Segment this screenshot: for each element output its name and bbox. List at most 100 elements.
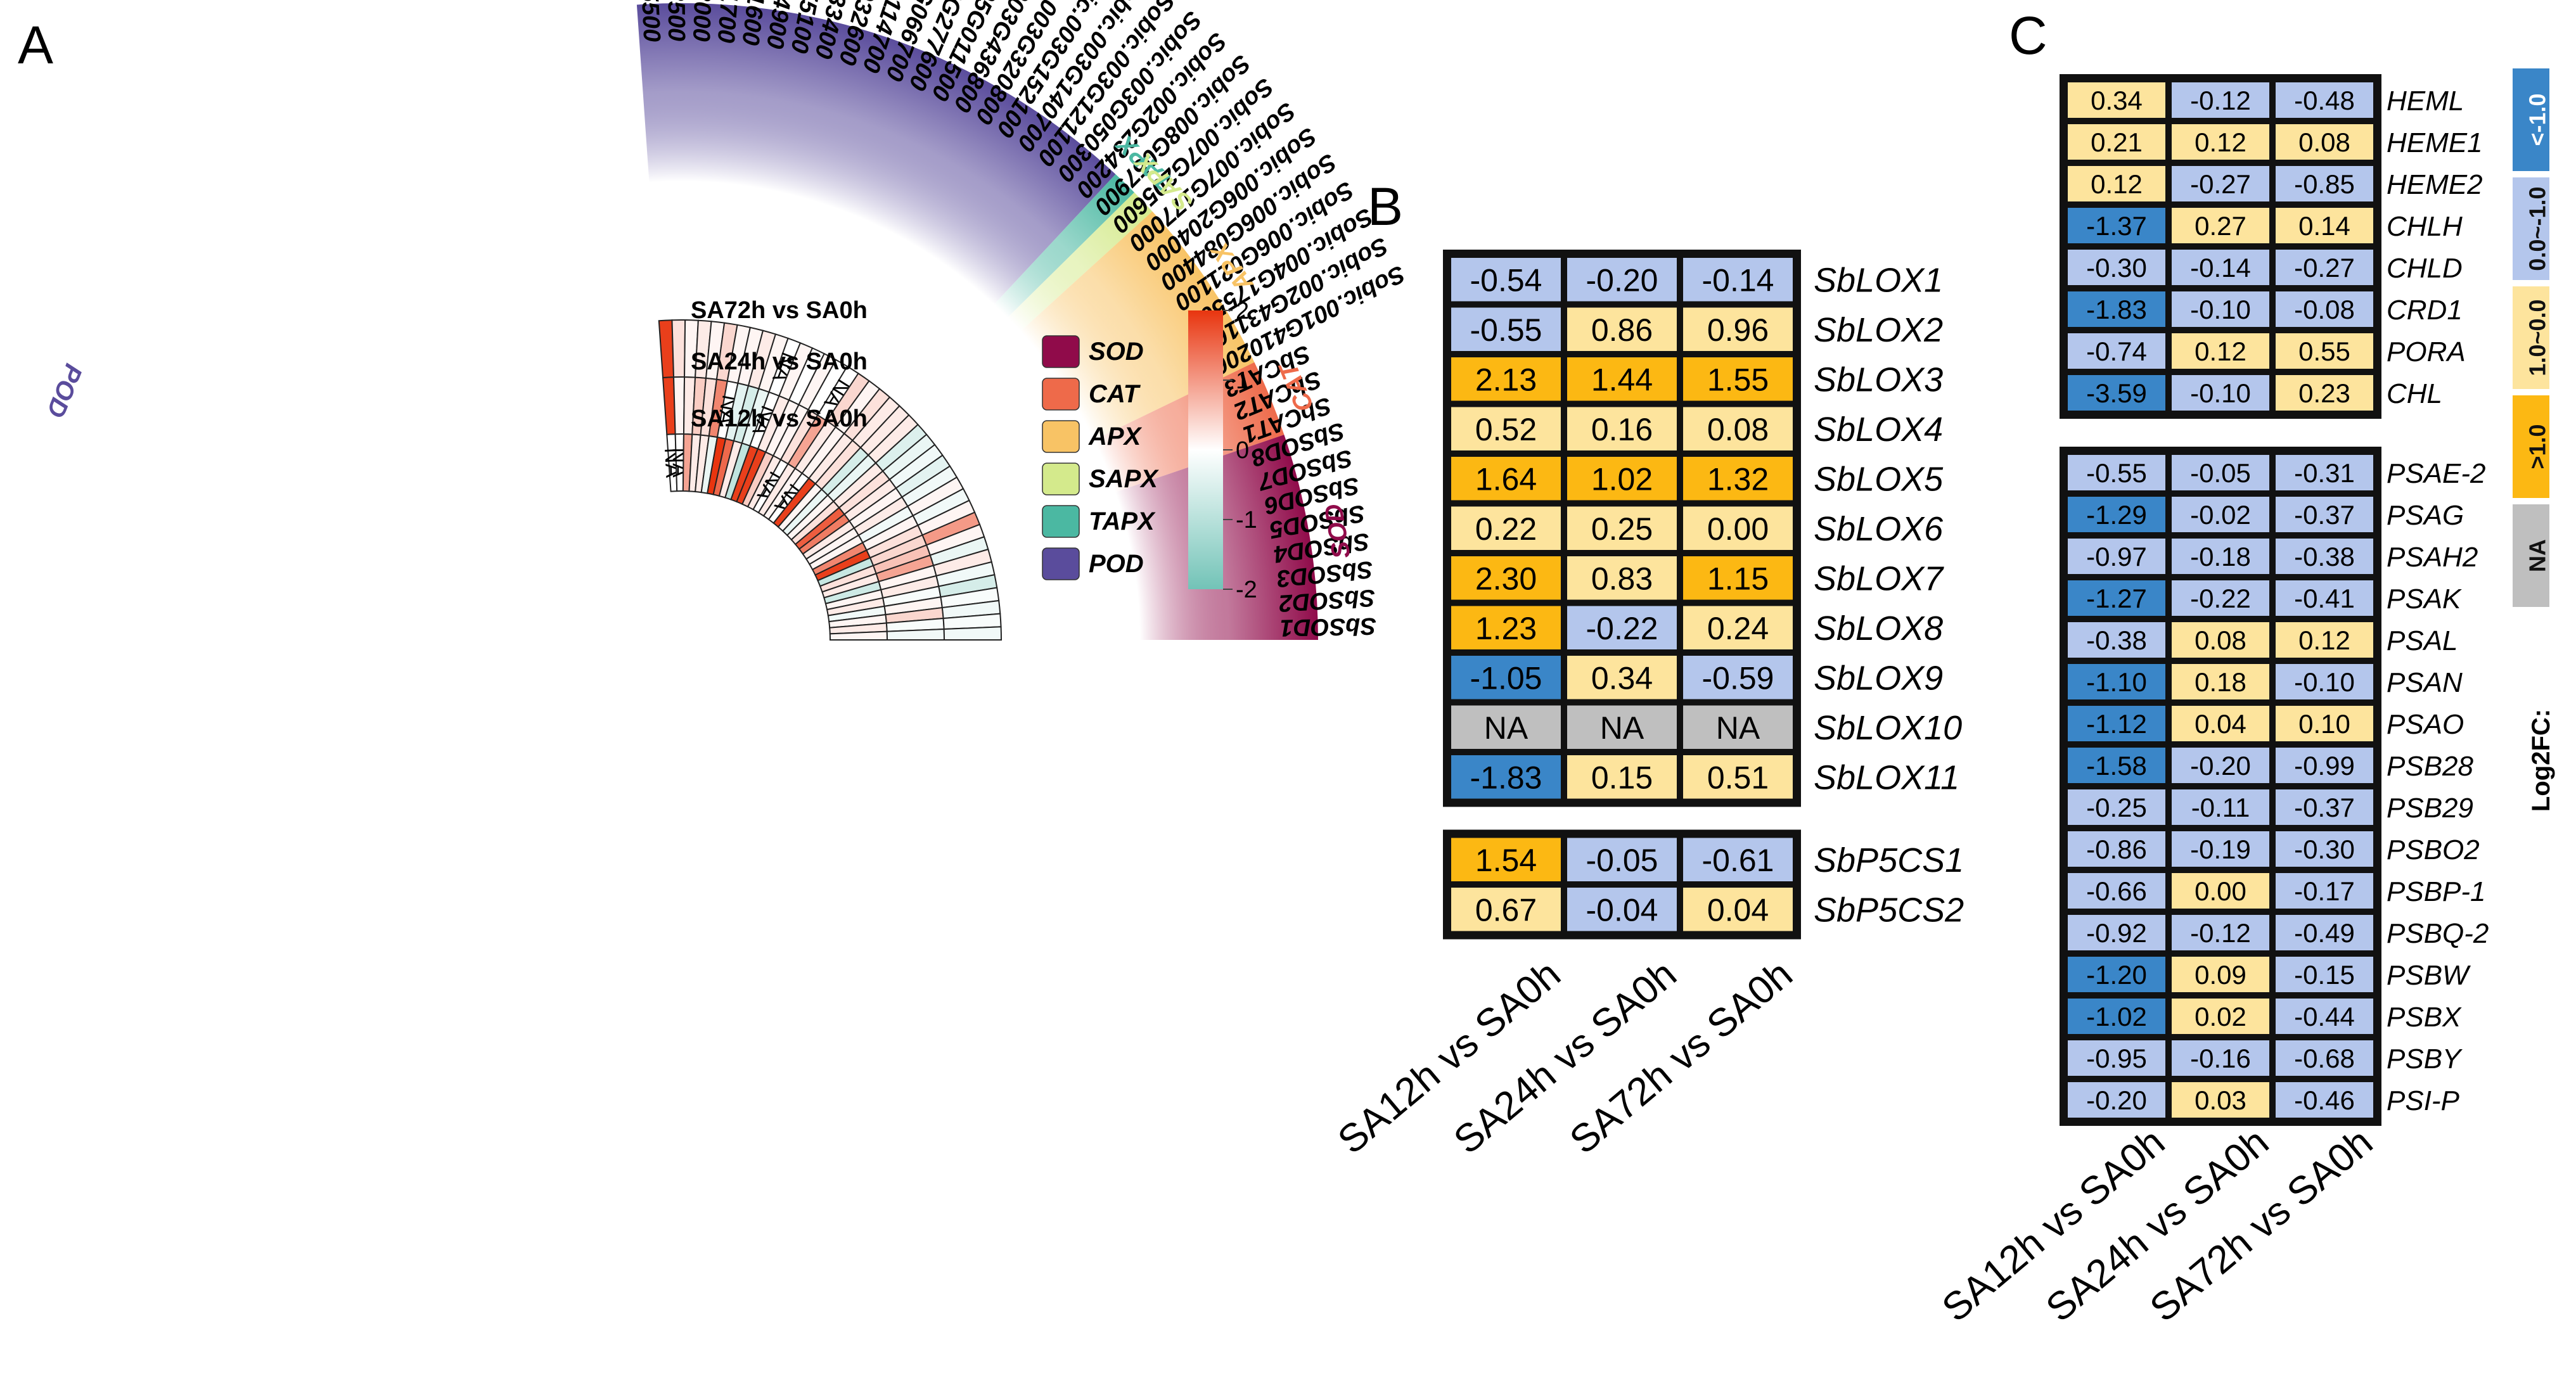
gene-label: Sobic.010G245500 — [628, 0, 665, 42]
gene-row-label: SbLOX2 — [1814, 311, 1943, 349]
value-label: -0.37 — [2294, 793, 2355, 822]
value-cell — [2068, 706, 2165, 741]
value-label: -0.20 — [2086, 1085, 2147, 1115]
value-cell — [2276, 873, 2373, 909]
value-cell — [1451, 656, 1561, 699]
color-scale-bar — [1188, 310, 1223, 589]
value-cell — [2068, 1040, 2165, 1076]
value-cell — [2068, 333, 2165, 369]
family-label-pod: POD — [41, 360, 87, 421]
family-legend: SOD CAT APX SAPX TAPX POD — [1042, 335, 1159, 580]
value-cell — [1451, 506, 1561, 550]
value-label: -0.55 — [2086, 458, 2147, 488]
value-cell — [2172, 915, 2269, 950]
value-label: 0.52 — [1475, 412, 1537, 447]
value-cell — [2068, 1082, 2165, 1118]
value-label: -0.66 — [2086, 876, 2147, 906]
value-cell — [2068, 455, 2165, 490]
gene-row-label: SbLOX1 — [1814, 262, 1943, 300]
value-label: -0.05 — [1586, 843, 1658, 878]
value-cell — [2172, 375, 2269, 411]
value-label: -0.74 — [2086, 336, 2147, 366]
value-cell — [2172, 1082, 2269, 1118]
value-label: 2.30 — [1475, 561, 1537, 596]
value-cell — [1451, 888, 1561, 931]
gene-row-label: SbP5CS1 — [1814, 841, 1964, 879]
gene-row-label: SbLOX8 — [1814, 610, 1943, 648]
log2fc-swatch — [2513, 395, 2549, 498]
value-cell — [2068, 124, 2165, 160]
panel-b-table-heatmap: -0.54 -0.20 -0.14 SbLOX1 -0.55 0.86 0.96 SbLOX2… — [1330, 250, 1964, 1163]
value-label: 0.25 — [1591, 511, 1653, 547]
value-label: 0.55 — [2298, 336, 2350, 366]
value-label: -0.10 — [2294, 667, 2355, 697]
scale-tick-label: -1 — [1236, 507, 1257, 533]
value-cell — [2068, 789, 2165, 825]
value-cell — [2276, 748, 2373, 783]
value-cell — [1567, 307, 1677, 351]
gene-row-label: PSAE-2 — [2387, 458, 2486, 489]
value-cell — [1683, 258, 1793, 302]
value-label: -0.12 — [2190, 86, 2251, 115]
value-cell — [2276, 455, 2373, 490]
value-label: -0.41 — [2294, 584, 2355, 613]
value-cell — [2276, 957, 2373, 992]
value-label: -1.83 — [1470, 760, 1542, 795]
gene-row-label: PSBQ-2 — [2387, 918, 2489, 949]
heat-cell — [673, 376, 686, 435]
value-cell — [2276, 208, 2373, 243]
value-cell — [1567, 258, 1677, 302]
value-cell — [1567, 357, 1677, 401]
value-cell — [1567, 606, 1677, 649]
value-cell — [2068, 831, 2165, 867]
value-cell — [1451, 258, 1561, 302]
value-cell — [1683, 838, 1793, 881]
value-label: 0.86 — [1591, 312, 1653, 348]
value-cell — [2172, 622, 2269, 658]
gene-row-label: PSBW — [2387, 960, 2471, 991]
value-label: 0.04 — [1707, 892, 1769, 928]
value-cell — [1451, 838, 1561, 881]
value-label: -0.59 — [1702, 660, 1774, 696]
ring-label-72h: SA72h vs SA0h — [691, 297, 868, 324]
family-band-tapx — [899, 174, 1134, 416]
legend-swatch — [1042, 505, 1080, 538]
value-cell — [2276, 497, 2373, 532]
value-cell — [2172, 999, 2269, 1034]
value-label: 0.15 — [1591, 760, 1653, 795]
gene-row-label: HEML — [2387, 86, 2464, 117]
value-cell — [2172, 455, 2269, 490]
gene-label: SbSOD1 — [1279, 613, 1376, 641]
scale-tick-label: -2 — [1236, 577, 1257, 603]
value-cell — [2068, 748, 2165, 783]
value-cell — [2172, 208, 2269, 243]
value-cell — [1683, 357, 1793, 401]
legend-swatch — [1042, 335, 1080, 368]
value-label: 0.67 — [1475, 892, 1537, 928]
value-label: 0.51 — [1707, 760, 1769, 795]
value-cell — [2276, 1082, 2373, 1118]
value-cell — [2068, 82, 2165, 118]
value-cell — [2276, 580, 2373, 616]
value-cell — [1567, 838, 1677, 881]
value-label: -0.97 — [2086, 542, 2147, 571]
value-label: -0.18 — [2190, 542, 2251, 571]
scale-tick-label: 2 — [1236, 298, 1249, 324]
value-cell — [1451, 407, 1561, 450]
family-bands — [636, 3, 1318, 640]
value-label: -0.27 — [2294, 253, 2355, 283]
gene-row-label: PSAL — [2387, 625, 2458, 656]
value-label: -0.92 — [2086, 918, 2147, 948]
value-label: -0.11 — [2191, 793, 2250, 822]
value-label: 0.34 — [1591, 660, 1653, 696]
value-cell — [2172, 664, 2269, 699]
color-scale-legend: 2 1 0 -1 -2 — [1188, 298, 1257, 603]
scale-tick-label: 0 — [1236, 437, 1249, 464]
value-label: -1.10 — [2086, 667, 2147, 697]
value-label: -0.22 — [2190, 584, 2251, 613]
value-label: -0.10 — [2190, 295, 2251, 324]
value-cell — [2276, 375, 2373, 411]
value-label: -1.12 — [2086, 709, 2147, 739]
